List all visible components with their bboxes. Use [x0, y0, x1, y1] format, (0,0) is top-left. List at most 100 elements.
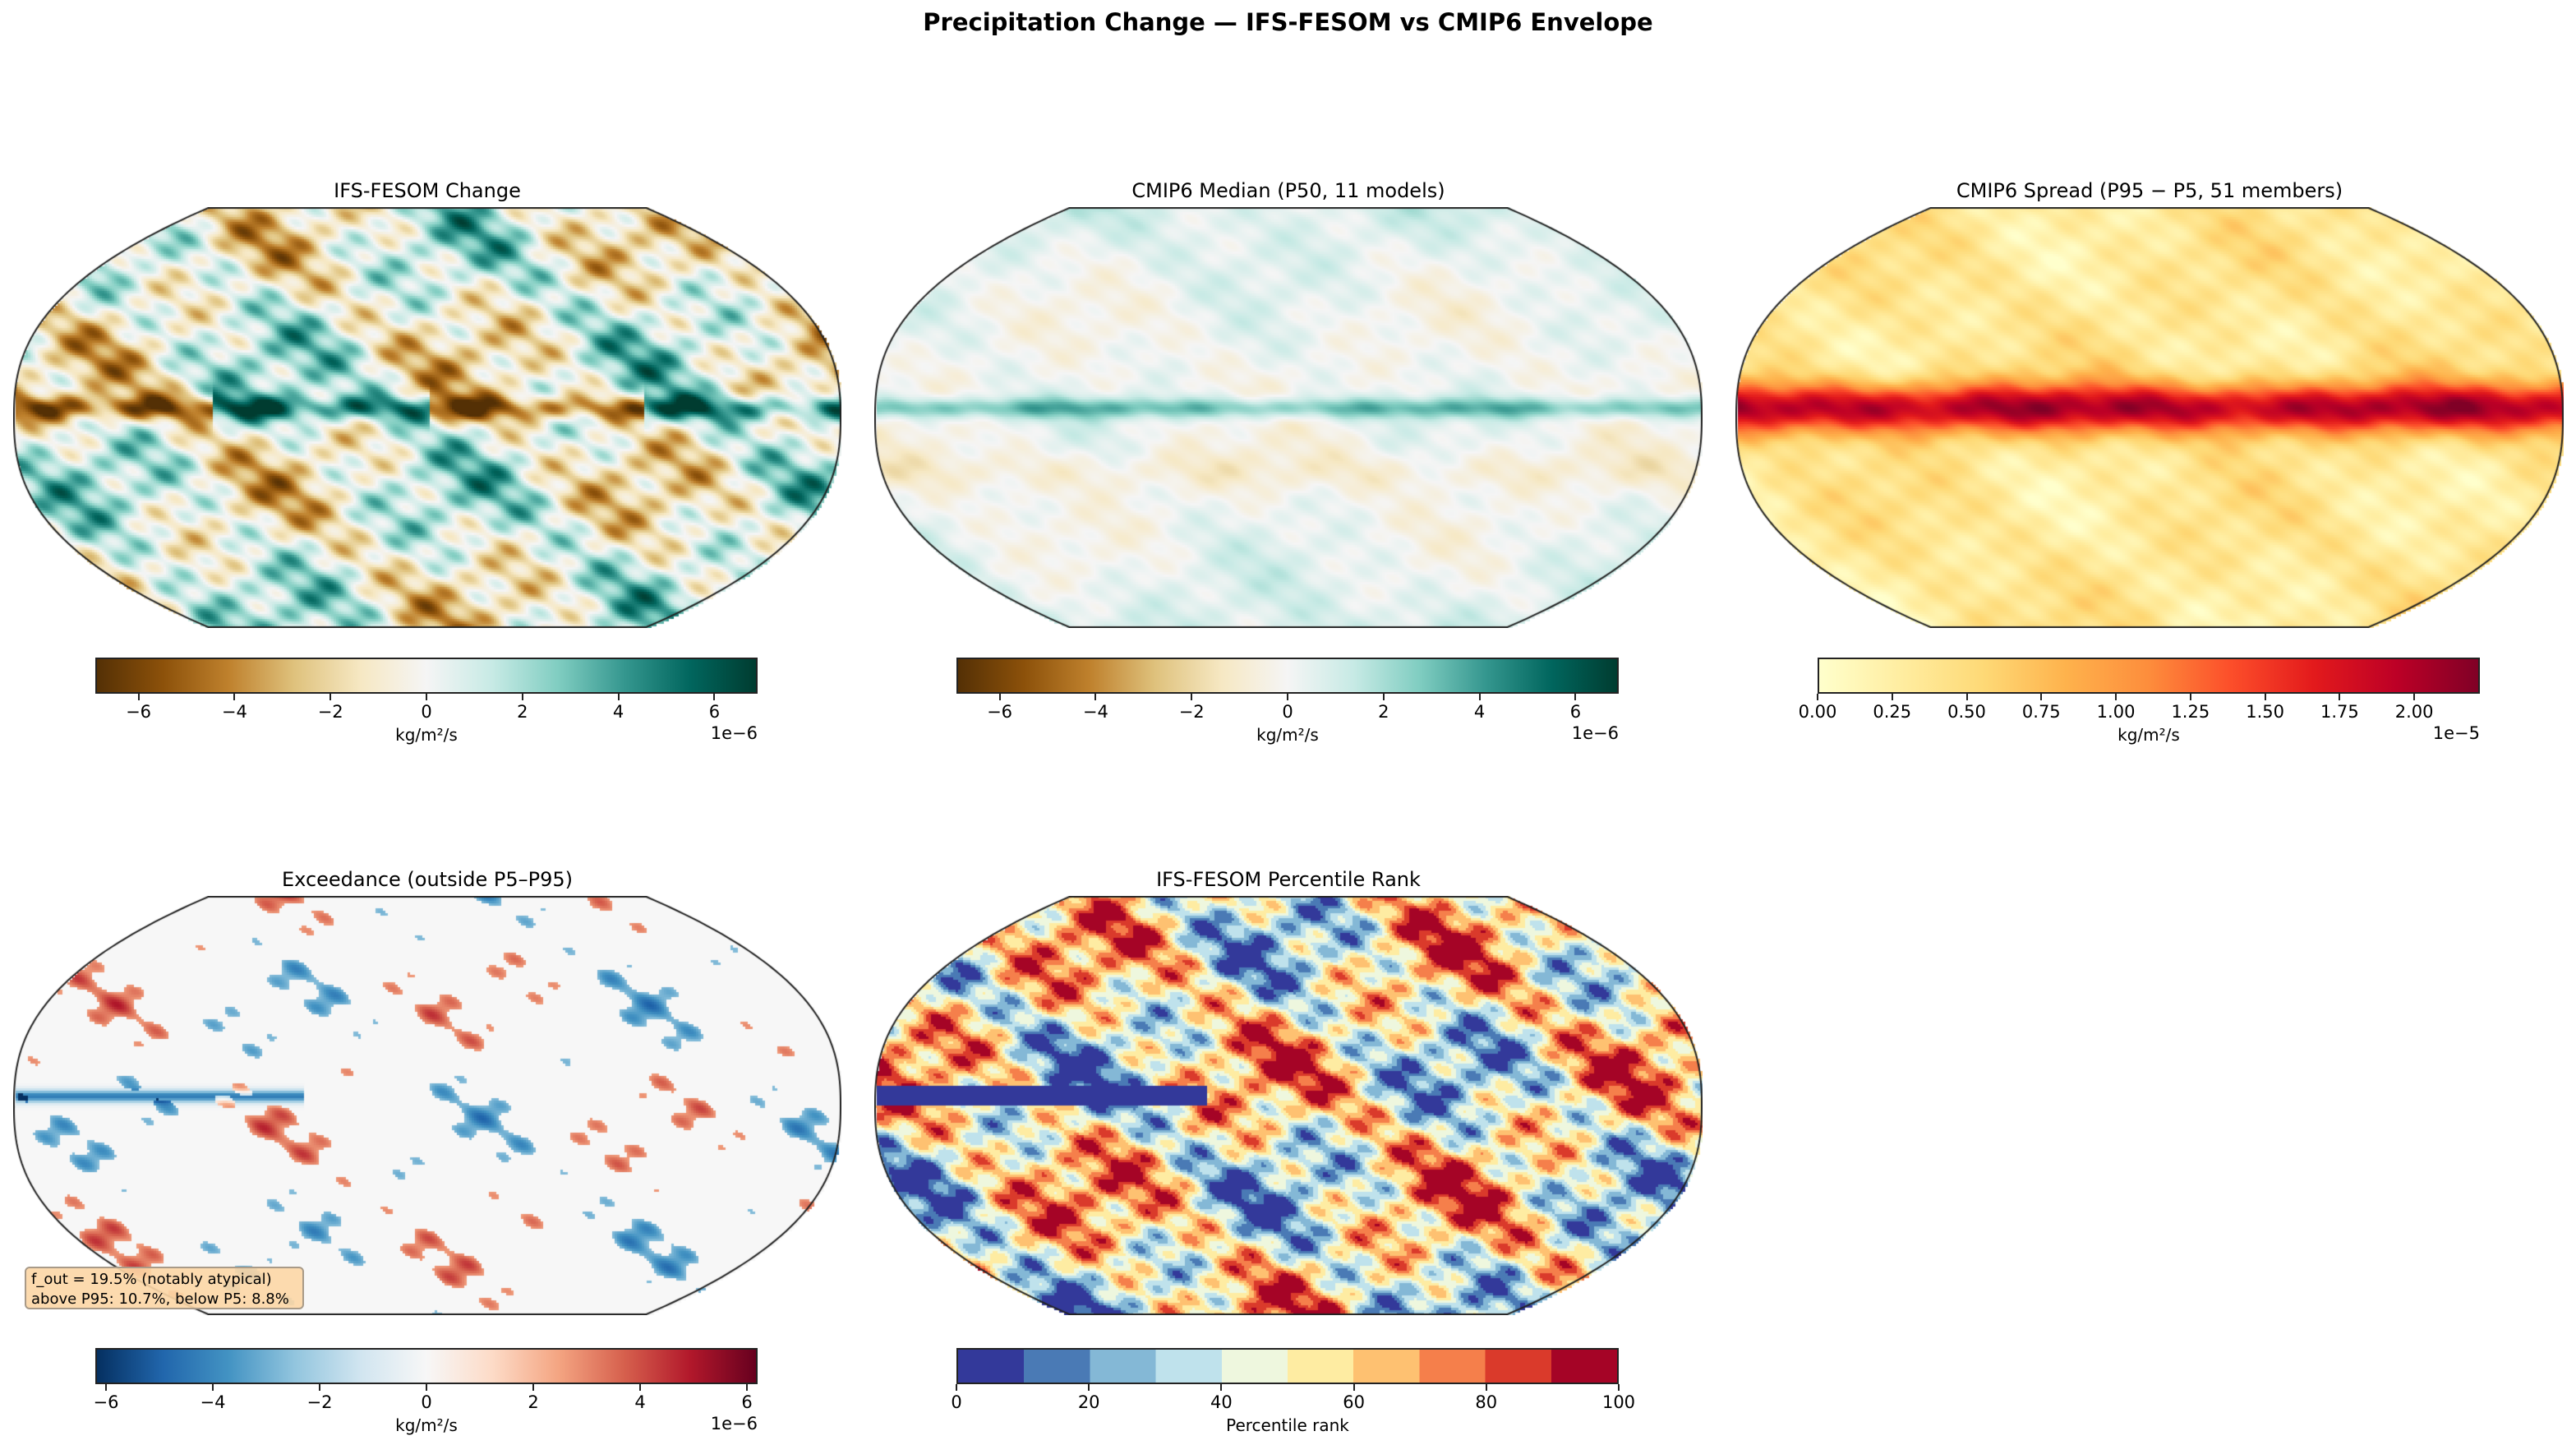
- colorbar-tick-label: −4: [200, 1392, 226, 1412]
- colorbar-tick-mark: [639, 1384, 641, 1391]
- map-panel: [13, 207, 841, 628]
- map-panel: [874, 207, 1703, 628]
- colorbar-tick-mark: [329, 694, 332, 700]
- panel-title: Exceedance (outside P5–P95): [282, 868, 573, 891]
- colorbar-tick-label: −2: [1178, 702, 1205, 722]
- colorbar-tick-mark: [2115, 694, 2117, 700]
- colorbar-tick-mark: [1817, 694, 1818, 700]
- colorbar-tick-mark: [1891, 694, 1893, 700]
- colorbar: [1818, 658, 2480, 694]
- colorbar-tick-label: 1.50: [2246, 702, 2284, 722]
- colorbar-tick-label: 2: [517, 702, 528, 722]
- colorbar-tick-label: 100: [1601, 1392, 1636, 1412]
- colorbar-tick-label: −6: [987, 702, 1013, 722]
- panel-title: IFS-FESOM Percentile Rank: [1156, 868, 1421, 891]
- colorbar: [95, 658, 758, 694]
- colorbar-tick-label: 2: [528, 1392, 539, 1412]
- colorbar-tick-label: 1.00: [2096, 702, 2136, 722]
- colorbar-tick-label: 0.75: [2021, 702, 2061, 722]
- colorbar-exponent: 1e−6: [1571, 723, 1619, 743]
- colorbar-tick-label: 1.25: [2171, 702, 2210, 722]
- colorbar-tick-mark: [713, 694, 716, 700]
- colorbar-label: Percentile rank: [1226, 1415, 1349, 1435]
- colorbar-tick-label: 2.00: [2394, 702, 2434, 722]
- colorbar-tick-label: 40: [1210, 1392, 1233, 1412]
- colorbar-tick-label: 60: [1343, 1392, 1365, 1412]
- colorbar-tick-mark: [426, 1384, 427, 1391]
- colorbar-tick-label: 0: [951, 1392, 962, 1412]
- colorbar-exponent: 1e−6: [710, 723, 758, 743]
- panel-title: CMIP6 Spread (P95 − P5, 51 members): [1956, 179, 2343, 202]
- colorbar: [956, 658, 1619, 694]
- colorbar-tick-mark: [2413, 694, 2416, 700]
- colorbar-tick-label: 80: [1475, 1392, 1498, 1412]
- annotation-box: f_out = 19.5% (notably atypical) above P9…: [25, 1267, 304, 1309]
- map-panel: [1735, 207, 2564, 628]
- annotation-line1: f_out = 19.5% (notably atypical): [31, 1271, 272, 1288]
- colorbar-tick-label: −4: [1082, 702, 1108, 722]
- colorbar-tick-mark: [998, 694, 1001, 700]
- colorbar-label: kg/m²/s: [395, 1415, 458, 1435]
- colorbar-tick-mark: [617, 694, 620, 700]
- colorbar-tick-label: 0.25: [1873, 702, 1912, 722]
- colorbar-tick-mark: [1478, 694, 1481, 700]
- annotation-line2: above P95: 10.7%, below P5: 8.8%: [31, 1290, 289, 1308]
- colorbar-tick-mark: [137, 694, 140, 700]
- map-panel: [874, 896, 1703, 1315]
- colorbar-label: kg/m²/s: [395, 725, 458, 745]
- colorbar-tick-label: 4: [634, 1392, 646, 1412]
- colorbar-exponent: 1e−6: [710, 1414, 758, 1433]
- colorbar-tick-mark: [1287, 694, 1288, 700]
- colorbar-tick-mark: [2189, 694, 2191, 700]
- colorbar-tick-mark: [105, 1384, 107, 1391]
- colorbar: [95, 1348, 758, 1384]
- colorbar-tick-label: 6: [1569, 702, 1582, 722]
- colorbar-label: kg/m²/s: [2117, 725, 2180, 745]
- figure-title: Precipitation Change — IFS-FESOM vs CMIP…: [923, 8, 1653, 36]
- colorbar-tick-mark: [2040, 694, 2043, 700]
- colorbar-tick-label: −2: [317, 702, 343, 722]
- panel-title: CMIP6 Median (P50, 11 models): [1131, 179, 1445, 202]
- colorbar-tick-label: 0: [421, 1392, 432, 1412]
- colorbar-tick-mark: [532, 1384, 534, 1391]
- colorbar-tick-label: 0.50: [1947, 702, 1986, 722]
- colorbar-tick-mark: [1094, 694, 1097, 700]
- colorbar-tick-mark: [2339, 694, 2341, 700]
- colorbar-tick-mark: [1574, 694, 1577, 700]
- colorbar-tick-mark: [212, 1384, 214, 1391]
- colorbar-tick-label: 4: [1473, 702, 1486, 722]
- panel-title: IFS-FESOM Change: [334, 179, 521, 202]
- colorbar-tick-label: 4: [612, 702, 624, 722]
- colorbar-tick-mark: [1485, 1384, 1487, 1391]
- colorbar-tick-mark: [319, 1384, 320, 1391]
- colorbar-tick-label: 1.75: [2320, 702, 2359, 722]
- colorbar-tick-label: −2: [306, 1392, 333, 1412]
- colorbar-tick-label: −6: [93, 1392, 119, 1412]
- colorbar-tick-mark: [1088, 1384, 1090, 1391]
- colorbar: [956, 1348, 1619, 1384]
- colorbar-tick-mark: [233, 694, 236, 700]
- colorbar-tick-label: 20: [1077, 1392, 1100, 1412]
- map-panel: [13, 896, 841, 1315]
- colorbar-tick-label: 0.00: [1798, 702, 1837, 722]
- colorbar-label: kg/m²/s: [1256, 725, 1319, 745]
- colorbar-tick-label: 6: [708, 702, 721, 722]
- colorbar-tick-mark: [2264, 694, 2266, 700]
- colorbar-tick-mark: [1618, 1384, 1620, 1391]
- colorbar-tick-mark: [1353, 1384, 1355, 1391]
- colorbar-tick-label: −4: [221, 702, 247, 722]
- colorbar-tick-label: 6: [741, 1392, 753, 1412]
- colorbar-tick-mark: [426, 694, 427, 700]
- colorbar-tick-mark: [746, 1384, 748, 1391]
- colorbar-tick-label: 0: [421, 702, 432, 722]
- colorbar-tick-mark: [1382, 694, 1385, 700]
- colorbar-tick-mark: [956, 1384, 957, 1391]
- colorbar-exponent: 1e−5: [2432, 723, 2480, 743]
- colorbar-tick-mark: [1220, 1384, 1223, 1391]
- colorbar-tick-mark: [521, 694, 523, 700]
- colorbar-tick-label: 0: [1282, 702, 1293, 722]
- colorbar-tick-label: 2: [1378, 702, 1389, 722]
- colorbar-tick-mark: [1191, 694, 1193, 700]
- colorbar-tick-mark: [1965, 694, 1968, 700]
- colorbar-tick-label: −6: [126, 702, 152, 722]
